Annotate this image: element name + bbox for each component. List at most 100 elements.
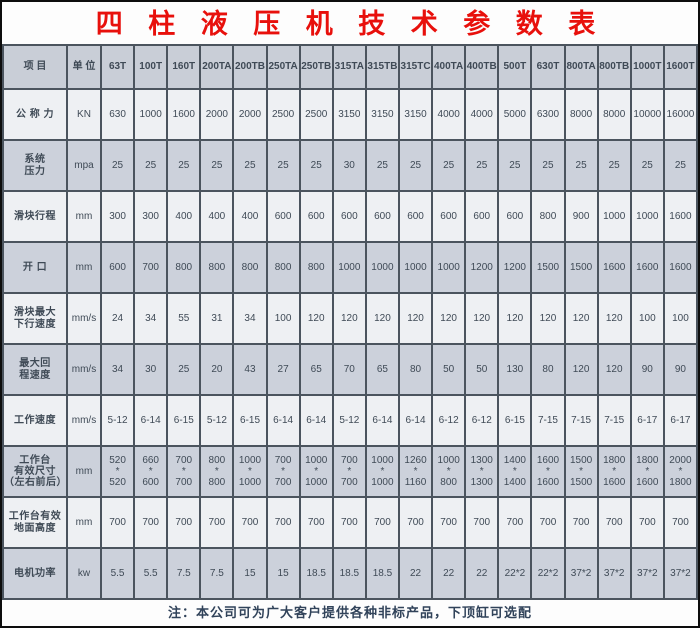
value-cell: 25 — [629, 139, 665, 192]
value-cell: 1000 — [596, 190, 632, 243]
table-header: 项 目单 位 63T 100T 160T 200TA 200TB 250TA 250TB 315… — [2, 44, 698, 90]
value-cell: 700 — [199, 496, 235, 549]
spec-table: 项 目单 位 63T 100T 160T 200TA 200TB 250TA 250TB 315… — [2, 44, 698, 600]
value-cell: 27 — [265, 343, 301, 396]
value-cell: 4000 — [431, 88, 467, 141]
unit-cell: mm/s — [66, 394, 102, 447]
value-cell: 400 — [232, 190, 268, 243]
value-cell: 22*2 — [530, 547, 566, 600]
value-cell: 700 — [629, 496, 665, 549]
unit-cell: KN — [66, 88, 102, 141]
row-label: 公 称 力 — [2, 88, 68, 141]
value-cell: 18.5 — [298, 547, 334, 600]
table-row: 公 称 力 KN 630 1000 1600 2000 2000 2500 2500 3150 31… — [2, 88, 698, 141]
value-cell: 5-12 — [199, 394, 235, 447]
value-cell: 2000 * 1800 — [662, 445, 698, 498]
value-cell: 6-14 — [265, 394, 301, 447]
value-cell: 7-15 — [563, 394, 599, 447]
value-cell: 7-15 — [530, 394, 566, 447]
value-cell: 120 — [530, 292, 566, 345]
value-cell: 25 — [265, 139, 301, 192]
value-cell: 1000 — [133, 88, 169, 141]
value-cell: 25 — [364, 139, 400, 192]
value-cell: 100 — [265, 292, 301, 345]
value-cell: 34 — [232, 292, 268, 345]
column-header: 100T — [133, 44, 169, 90]
column-header: 1600T — [662, 44, 698, 90]
value-cell: 50 — [431, 343, 467, 396]
value-cell: 700 — [133, 496, 169, 549]
value-cell: 1400 * 1400 — [497, 445, 533, 498]
value-cell: 3150 — [331, 88, 367, 141]
value-cell: 31 — [199, 292, 235, 345]
value-cell: 18.5 — [364, 547, 400, 600]
value-cell: 700 — [596, 496, 632, 549]
value-cell: 800 — [265, 241, 301, 294]
value-cell: 6-14 — [364, 394, 400, 447]
value-cell: 1000 * 800 — [431, 445, 467, 498]
unit-cell: mm — [66, 496, 102, 549]
value-cell: 15 — [232, 547, 268, 600]
table-row: 工作台有效 地面高度 mm 700 700 700 700 700 700 700 700 700 7… — [2, 496, 698, 549]
value-cell: 800 — [166, 241, 202, 294]
column-header: 500T — [497, 44, 533, 90]
value-cell: 18.5 — [331, 547, 367, 600]
value-cell: 700 — [464, 496, 500, 549]
value-cell: 6-17 — [662, 394, 698, 447]
value-cell: 120 — [596, 292, 632, 345]
value-cell: 34 — [99, 343, 136, 396]
page-title: 四 柱 液 压 机 技 术 参 数 表 — [95, 9, 605, 39]
value-cell: 6-15 — [232, 394, 268, 447]
value-cell: 37*2 — [563, 547, 599, 600]
value-cell: 1600 — [596, 241, 632, 294]
row-label: 工作速度 — [2, 394, 68, 447]
value-cell: 900 — [563, 190, 599, 243]
value-cell: 4000 — [464, 88, 500, 141]
value-cell: 37*2 — [596, 547, 632, 600]
unit-cell: mpa — [66, 139, 102, 192]
value-cell: 700 * 700 — [166, 445, 202, 498]
column-header: 315TA — [331, 44, 367, 90]
value-cell: 50 — [464, 343, 500, 396]
value-cell: 5000 — [497, 88, 533, 141]
row-label: 系统 压力 — [2, 139, 68, 192]
unit-cell: kw — [66, 547, 102, 600]
value-cell: 120 — [364, 292, 400, 345]
value-cell: 120 — [497, 292, 533, 345]
column-header: 800TA — [563, 44, 599, 90]
value-cell: 520 * 520 — [99, 445, 136, 498]
value-cell: 1800 * 1600 — [629, 445, 665, 498]
value-cell: 700 — [530, 496, 566, 549]
value-cell: 700 — [99, 496, 136, 549]
value-cell: 25 — [99, 139, 136, 192]
unit-cell: mm — [66, 445, 102, 498]
column-header: 250TB — [298, 44, 334, 90]
row-label: 工作台 有效尺寸 （左右前后） — [2, 445, 68, 498]
value-cell: 5-12 — [331, 394, 367, 447]
value-cell: 55 — [166, 292, 202, 345]
value-cell: 600 — [265, 190, 301, 243]
value-cell: 120 — [431, 292, 467, 345]
value-cell: 7-15 — [596, 394, 632, 447]
value-cell: 6-17 — [629, 394, 665, 447]
value-cell: 600 — [497, 190, 533, 243]
value-cell: 22*2 — [497, 547, 533, 600]
value-cell: 8000 — [563, 88, 599, 141]
value-cell: 660 * 600 — [133, 445, 169, 498]
row-label: 开 口 — [2, 241, 68, 294]
value-cell: 800 — [530, 190, 566, 243]
value-cell: 1000 * 1000 — [364, 445, 400, 498]
value-cell: 300 — [99, 190, 136, 243]
value-cell: 600 — [99, 241, 136, 294]
value-cell: 1000 — [431, 241, 467, 294]
value-cell: 25 — [464, 139, 500, 192]
value-cell: 700 — [166, 496, 202, 549]
value-cell: 1200 — [464, 241, 500, 294]
row-label: 最大回 程速度 — [2, 343, 68, 396]
value-cell: 700 — [298, 496, 334, 549]
value-cell: 2000 — [199, 88, 235, 141]
value-cell: 120 — [331, 292, 367, 345]
value-cell: 600 — [397, 190, 434, 243]
value-cell: 7.5 — [199, 547, 235, 600]
value-cell: 2500 — [298, 88, 334, 141]
